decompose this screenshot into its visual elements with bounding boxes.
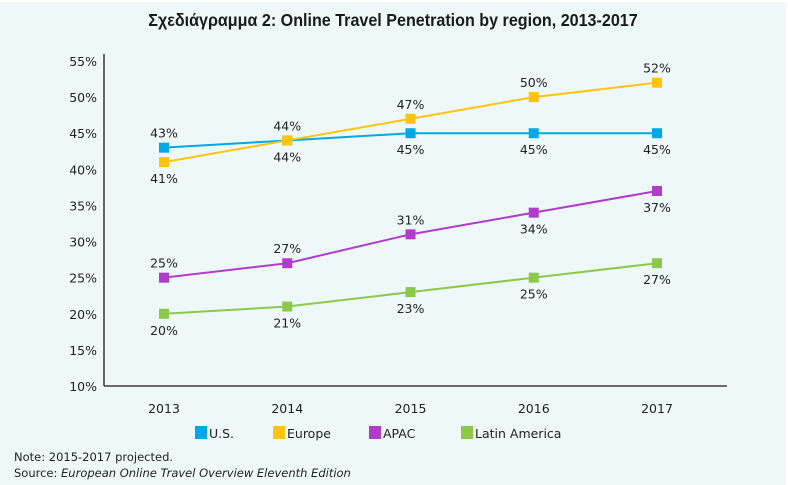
x-tick-label: 2013 [148,401,180,416]
data-label-u-s: 43% [150,126,178,141]
marker-europe [282,135,293,146]
data-label-latin-america: 23% [397,301,425,316]
legend-item-u-s: U.S. [195,426,234,441]
x-tick-label: 2014 [271,401,303,416]
source-prefix: Source: [14,466,62,480]
data-label-europe: 50% [520,75,548,90]
data-label-apac: 34% [520,222,548,237]
marker-latin-america [405,287,416,298]
x-tick-label: 2017 [641,401,673,416]
marker-u-s [159,142,169,153]
data-labels: 43% 44% 45% 45% 45% 41% 44% 47% 50% 52% 25% 27% 31% 3… [150,61,671,338]
footnotes: Note: 2015-2017 projected. Source: Europ… [14,449,351,481]
legend: U.S. Europe APAC Latin America [0,426,786,446]
y-tick-label: 25% [69,271,97,286]
marker-apac [652,186,662,196]
legend-swatch [273,426,285,439]
legend-label: Latin America [475,426,562,441]
data-label-u-s: 45% [520,142,548,157]
series-markers [159,77,662,319]
data-label-u-s: 45% [643,142,671,157]
data-label-europe: 47% [397,97,425,112]
y-tick-label: 35% [69,198,97,213]
y-tick-label: 50% [69,90,97,105]
marker-apac [405,229,416,240]
y-tick-label: 55% [69,54,97,69]
marker-europe [159,157,169,168]
data-label-europe: 52% [643,61,671,76]
y-tick-label: 45% [69,126,97,141]
legend-label: U.S. [209,426,235,441]
legend-item-europe: Europe [273,426,331,441]
y-tick-label: 20% [69,307,97,322]
y-tick-label: 15% [69,343,97,358]
legend-swatch [195,426,207,439]
marker-latin-america [282,301,293,312]
legend-item-apac: APAC [369,426,415,441]
data-label-u-s: 45% [397,142,425,157]
note-text: Note: 2015-2017 projected. [14,450,174,464]
data-label-latin-america: 20% [150,323,178,338]
data-label-apac: 27% [273,241,301,256]
legend-label: APAC [383,426,416,441]
data-label-apac: 31% [397,212,425,227]
marker-latin-america [159,308,169,319]
legend-swatch [369,426,381,439]
marker-apac [282,258,293,269]
data-label-europe: 41% [150,171,178,186]
chart-title: Σχεδιάγραμμα 2: Online Travel Penetratio… [148,10,638,30]
marker-europe [652,77,662,88]
legend-label: Europe [287,426,331,441]
data-label-latin-america: 21% [273,316,301,331]
marker-apac [528,207,539,218]
marker-europe [528,92,539,103]
marker-u-s [528,128,539,139]
y-tick-label: 40% [69,162,97,177]
marker-latin-america [528,272,539,283]
data-label-u-s: 44% [273,118,301,133]
data-label-apac: 25% [150,256,178,271]
marker-latin-america [652,258,662,269]
data-label-apac: 37% [643,200,671,215]
x-tick-label: 2015 [395,401,427,416]
y-tick-label: 10% [69,379,97,394]
data-label-europe: 44% [273,149,301,164]
data-label-latin-america: 27% [643,272,671,287]
axes: 10% 15% 20% 25% 30% 35% 40% 45% 50% 55% 2013 2014 20… [69,54,727,416]
marker-apac [159,272,169,283]
x-tick-label: 2016 [518,401,550,416]
legend-swatch [461,426,473,439]
marker-europe [405,113,416,124]
legend-item-latin-america: Latin America [461,426,561,441]
marker-u-s [652,128,662,139]
source-text: Source: European Online Travel Overview … [14,465,351,481]
y-tick-label: 30% [69,235,97,250]
source-work: European Online Travel Overview Eleventh… [61,466,351,480]
data-label-latin-america: 25% [520,287,548,302]
marker-u-s [405,128,416,139]
